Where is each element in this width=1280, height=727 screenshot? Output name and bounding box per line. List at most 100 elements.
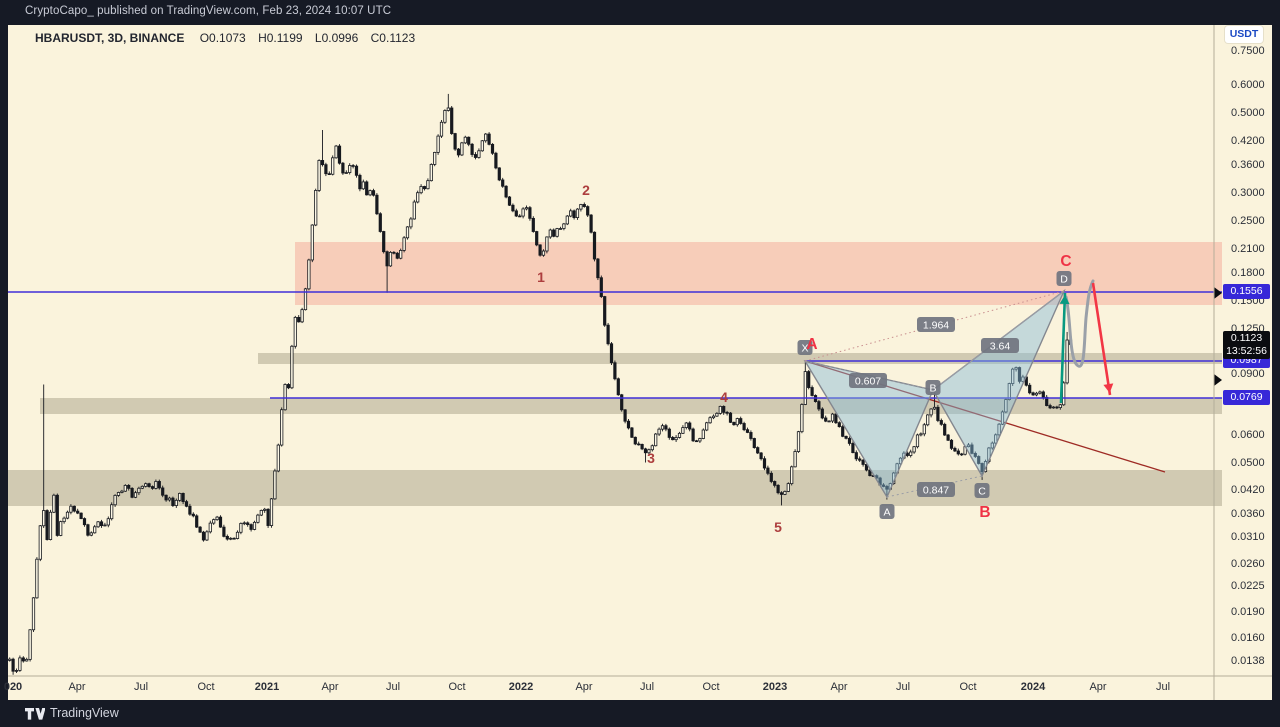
candle-body: [266, 508, 270, 526]
candle-body: [59, 521, 63, 536]
price-axis[interactable]: 0.7500 0.6000 0.5000 0.4200 0.3600 0.3000 0.25…: [1222, 25, 1272, 676]
candle-body: [317, 160, 321, 191]
candle-body: [647, 449, 651, 454]
candle-body: [436, 135, 440, 153]
candle-body: [885, 486, 889, 490]
time-tick-Jul: Jul: [133, 681, 149, 693]
symbol-legend[interactable]: HBARUSDT, 3D, BINANCE O0.1073 H0.1199 L0…: [35, 31, 424, 45]
time-tick-Oct: Oct: [702, 681, 720, 693]
time-axis[interactable]: 020 Apr Jul Oct 2021 Apr Jul Oct 2022 Apr Jul Oct 20…: [4, 676, 1272, 700]
wave-label-2[interactable]: 2: [582, 182, 590, 198]
candle-body: [171, 497, 175, 506]
candle-body: [844, 435, 848, 439]
candle-body: [640, 444, 644, 450]
candle-body: [630, 427, 634, 438]
harmonic-point-label-X[interactable]: X: [797, 340, 813, 355]
time-tick-020: 020: [3, 681, 23, 693]
price-tick-0.0225: 0.0225: [1231, 580, 1265, 592]
harmonic-point-label-B[interactable]: B: [925, 380, 941, 395]
price-tick-0.1800: 0.1800: [1231, 267, 1265, 279]
candle-body: [1051, 406, 1056, 409]
candle-body: [208, 522, 212, 533]
candle-body: [443, 110, 447, 123]
candlestick-series[interactable]: [8, 93, 1073, 675]
ratio-line-AC[interactable]: [886, 475, 983, 498]
candle-body: [405, 226, 410, 239]
ratio-label-0.607[interactable]: 0.607: [849, 373, 887, 388]
candle-body: [344, 172, 348, 174]
candle-body: [487, 133, 491, 145]
candle-body: [841, 426, 845, 437]
ratio-label-0.847[interactable]: 0.847: [917, 482, 955, 497]
candle-body: [99, 521, 104, 527]
candle-body: [368, 190, 372, 196]
tradingview-brand-text[interactable]: TradingView: [50, 706, 119, 720]
candle-body: [42, 510, 46, 527]
harmonic-point-label-A[interactable]: A: [879, 504, 895, 519]
candle-body: [1055, 406, 1059, 409]
ohlc-low: L0.0996: [314, 31, 359, 45]
wave-label-3[interactable]: 3: [647, 450, 655, 466]
candle-body: [531, 217, 535, 232]
candle-body: [691, 428, 695, 442]
candle-body: [1034, 392, 1039, 396]
ratio-label-3.64[interactable]: 3.64: [981, 338, 1019, 353]
harmonic-point-label-C[interactable]: C: [974, 483, 990, 498]
ratio-label-1.964[interactable]: 1.964: [917, 317, 955, 332]
resistance-pink[interactable]: [295, 242, 1222, 305]
candle-body: [76, 510, 80, 514]
candle-body: [256, 514, 260, 523]
abc-letter-B[interactable]: B: [979, 504, 990, 521]
candle-body: [11, 658, 15, 672]
candle-body: [569, 210, 573, 217]
abc-letter-A[interactable]: A: [806, 336, 817, 353]
currency-toggle-button[interactable]: USDT: [1225, 26, 1263, 43]
candle-body: [433, 151, 437, 165]
candle-body: [96, 521, 100, 528]
candle-body: [915, 434, 920, 448]
price-tick-0.0190: 0.0190: [1231, 606, 1265, 618]
candle-body: [412, 201, 416, 220]
candle-body: [790, 466, 794, 485]
candle-body: [259, 509, 263, 516]
candle-body: [337, 145, 342, 164]
svg-text:3.64: 3.64: [990, 341, 1011, 353]
candle-body: [966, 444, 971, 448]
candle-body: [273, 470, 277, 500]
projected-drop-arrow[interactable]: [1091, 282, 1115, 396]
candle-body: [776, 484, 780, 494]
candle-body: [327, 173, 331, 175]
candle-body: [579, 204, 583, 210]
candle-body: [701, 429, 705, 439]
harmonic-point-label-D[interactable]: D: [1056, 271, 1072, 286]
time-tick-Oct: Oct: [448, 681, 466, 693]
tradingview-logo-icon[interactable]: [25, 707, 45, 721]
candle-body: [290, 345, 294, 389]
candle-body: [205, 531, 209, 541]
candle-body: [521, 208, 525, 217]
candle-body: [572, 210, 576, 219]
time-tick-Jul: Jul: [1155, 681, 1171, 693]
wave-label-4[interactable]: 4: [720, 389, 728, 405]
wave-label-1[interactable]: 1: [537, 269, 545, 285]
candle-body: [664, 425, 668, 430]
candle-body: [956, 450, 960, 455]
projected-path-curve[interactable]: [1064, 279, 1095, 368]
candle-body: [86, 524, 90, 536]
candle-body: [467, 136, 471, 145]
candle-body: [575, 208, 580, 219]
ohlc-close: C0.1123: [370, 31, 416, 45]
candle-body: [824, 417, 828, 422]
abc-letter-C[interactable]: C: [1060, 253, 1071, 270]
horizontal-price-lines[interactable]: [8, 291, 1222, 399]
supply-0987[interactable]: [258, 353, 1222, 364]
wave-label-5[interactable]: 5: [774, 519, 782, 535]
accumulation-low[interactable]: [8, 470, 1222, 506]
projected-rally-arrow[interactable]: [1059, 292, 1070, 404]
candle-body: [110, 504, 114, 520]
candle-body: [225, 535, 229, 540]
candle-body: [613, 362, 617, 380]
support-0769[interactable]: [40, 398, 1222, 414]
candle-body: [212, 519, 216, 524]
